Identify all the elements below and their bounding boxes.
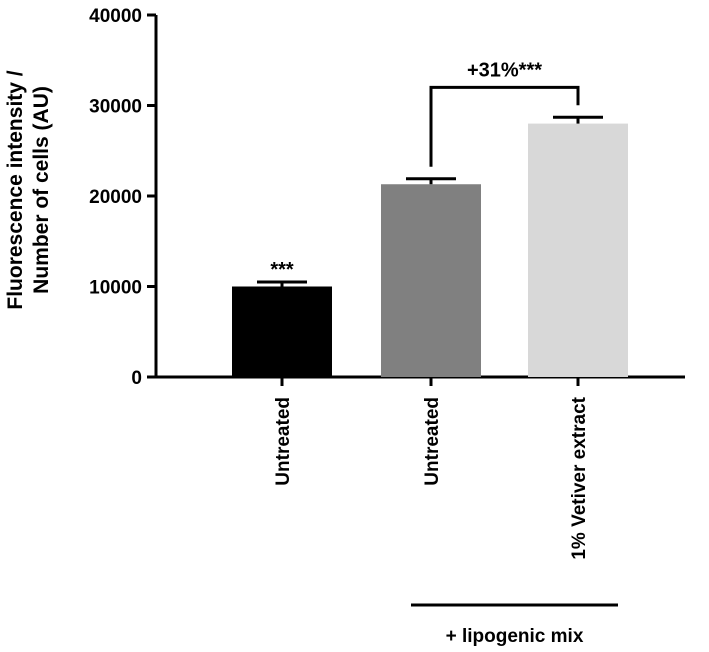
y-tick-label: 20000 bbox=[89, 187, 142, 208]
y-tick-label: 10000 bbox=[89, 278, 142, 299]
y-tick-label: 0 bbox=[131, 368, 142, 389]
significance-label: *** bbox=[270, 259, 294, 281]
bar bbox=[232, 286, 332, 377]
comparison-bracket bbox=[429, 85, 580, 167]
y-tick-label: 30000 bbox=[89, 97, 142, 118]
y-axis-title: Fluorescence intensity / Number of cells… bbox=[4, 70, 53, 309]
bar bbox=[381, 184, 481, 377]
category-label: 1% Vetiver extract bbox=[569, 396, 590, 559]
y-tick-label: 40000 bbox=[89, 6, 142, 27]
comparison-label: +31%*** bbox=[467, 59, 542, 81]
plot-area: 0 10000 20000 30000 40000 Untreated *** Untreat… bbox=[89, 6, 685, 647]
y-axis-title-line-1: Fluorescence intensity / bbox=[4, 70, 27, 309]
group-label: + lipogenic mix bbox=[446, 626, 584, 647]
y-axis-title-line-2: Number of cells (AU) bbox=[30, 86, 53, 294]
category-label: Untreated bbox=[422, 397, 443, 486]
bar bbox=[528, 123, 628, 377]
category-label: Untreated bbox=[273, 397, 294, 486]
